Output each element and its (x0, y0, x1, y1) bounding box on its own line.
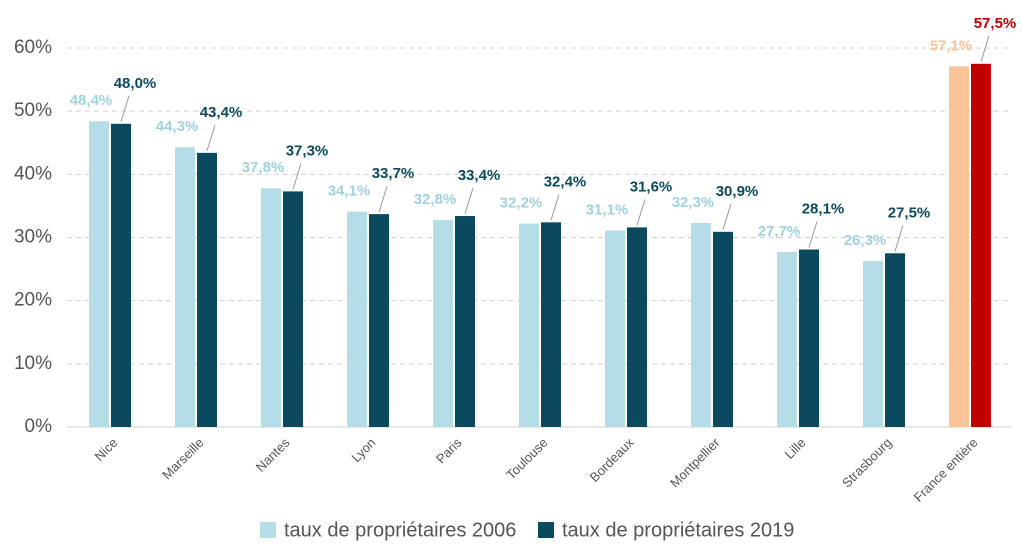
legend-label: taux de propriétaires 2006 (284, 519, 516, 541)
value-label: 32,2% (500, 195, 543, 212)
bar (863, 260, 883, 427)
value-label: 34,1% (328, 183, 371, 200)
bar (949, 66, 969, 428)
bar (175, 147, 195, 427)
y-tick-label: 40% (14, 163, 52, 184)
bar (433, 219, 453, 427)
value-label: 33,7% (372, 165, 415, 182)
leader-line (722, 203, 732, 230)
leader-line (636, 199, 646, 226)
bar (111, 123, 131, 428)
bar (89, 121, 109, 428)
value-label: 57,1% (930, 37, 973, 54)
value-label: 48,4% (70, 92, 113, 109)
x-tick-label: Strasbourg (839, 435, 895, 491)
x-tick-label: Lille (782, 435, 809, 462)
bar (541, 222, 561, 427)
legend-swatch (538, 522, 554, 538)
value-label: 26,3% (844, 232, 887, 249)
bar (283, 191, 303, 427)
value-label: 31,1% (586, 202, 629, 219)
legend-swatch (260, 522, 276, 538)
bar (605, 230, 625, 427)
leader-line (464, 187, 474, 215)
value-label: 28,1% (802, 200, 845, 217)
y-tick-label: 50% (14, 100, 52, 121)
y-tick-label: 60% (14, 37, 52, 58)
value-label: 43,4% (200, 104, 243, 121)
x-tick-label: Nice (92, 435, 121, 464)
value-label: 27,5% (888, 204, 931, 221)
value-label: 48,0% (114, 75, 157, 92)
x-tick-label: Montpellier (667, 434, 723, 490)
y-tick-label: 0% (25, 416, 53, 437)
bar (455, 216, 475, 427)
bar (261, 188, 281, 427)
value-label: 57,5% (974, 15, 1017, 32)
bar (971, 63, 991, 428)
bar (799, 249, 819, 427)
x-tick-label: Paris (433, 435, 465, 467)
x-tick-label: Toulouse (503, 435, 550, 482)
leader-line (894, 225, 904, 252)
value-label: 27,7% (758, 223, 801, 240)
x-tick-label: Bordeaux (587, 435, 637, 485)
value-label: 30,9% (716, 183, 759, 200)
value-label: 44,3% (156, 118, 199, 135)
value-label: 33,4% (458, 167, 501, 184)
value-label: 32,4% (544, 173, 587, 190)
x-tick-label: France entière (911, 435, 981, 505)
bar (713, 231, 733, 427)
leader-line (378, 185, 388, 213)
bar (369, 214, 389, 427)
bar (777, 252, 797, 427)
leader-line (206, 124, 216, 152)
y-tick-label: 30% (14, 227, 52, 248)
bar (519, 223, 539, 427)
value-label: 32,8% (414, 191, 457, 208)
x-tick-label: Nantes (253, 435, 293, 475)
leader-line (550, 194, 560, 221)
bar (885, 253, 905, 427)
value-label: 32,3% (672, 194, 715, 211)
bar (627, 227, 647, 427)
legend-label: taux de propriétaires 2019 (562, 519, 794, 541)
bar (197, 152, 217, 427)
leader-line (808, 221, 818, 248)
bar (347, 211, 367, 427)
value-label: 37,3% (286, 142, 329, 159)
leader-line (980, 35, 990, 62)
value-label: 37,8% (242, 159, 285, 176)
bar (691, 222, 711, 427)
leader-line (292, 163, 302, 190)
y-tick-label: 20% (14, 290, 52, 311)
leader-line (120, 95, 130, 122)
value-label: 31,6% (630, 178, 673, 195)
x-tick-label: Lyon (348, 435, 378, 465)
x-tick-label: Marseille (159, 435, 206, 482)
y-tick-label: 10% (14, 353, 52, 374)
